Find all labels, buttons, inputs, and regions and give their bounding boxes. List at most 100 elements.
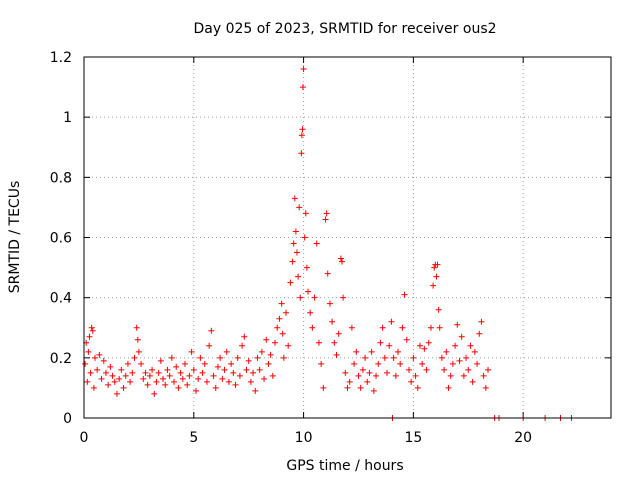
data-point <box>111 378 118 385</box>
data-point <box>298 132 305 139</box>
data-point <box>423 366 430 373</box>
data-point <box>232 381 239 388</box>
data-point <box>190 366 197 373</box>
data-point <box>245 357 252 364</box>
data-point <box>283 309 290 316</box>
data-point <box>210 372 217 379</box>
data-point <box>144 381 151 388</box>
y-tick-label: 0.4 <box>50 291 72 307</box>
data-point <box>100 357 107 364</box>
data-point <box>403 336 410 343</box>
data-point <box>135 348 142 355</box>
data-point <box>160 375 167 382</box>
data-point <box>395 348 402 355</box>
data-point <box>254 354 261 361</box>
data-point <box>225 378 232 385</box>
data-point <box>297 294 304 301</box>
data-point <box>252 387 259 394</box>
data-point <box>127 378 134 385</box>
data-point <box>421 345 428 352</box>
data-point <box>214 363 221 370</box>
tick-marks <box>83 56 611 419</box>
data-point <box>304 288 311 295</box>
data-point <box>91 354 98 361</box>
data-point <box>469 378 476 385</box>
data-point <box>182 360 189 367</box>
y-tick-label: 0.6 <box>50 231 72 247</box>
data-point <box>430 282 437 289</box>
data-point <box>471 348 478 355</box>
data-point <box>433 273 440 280</box>
data-point <box>362 354 369 361</box>
data-point <box>410 354 417 361</box>
data-point <box>405 366 412 373</box>
data-point <box>124 360 131 367</box>
data-point <box>118 366 125 373</box>
data-point <box>94 366 101 373</box>
y-tick-label: 1 <box>63 110 72 126</box>
data-point <box>309 324 316 331</box>
data-point <box>195 375 202 382</box>
data-point <box>357 384 364 391</box>
data-point <box>250 369 257 376</box>
data-point <box>460 372 467 379</box>
data-point <box>296 204 303 211</box>
data-point <box>311 294 318 301</box>
data-point <box>113 390 120 397</box>
data-point <box>315 339 322 346</box>
data-point <box>323 210 330 217</box>
data-point <box>133 324 140 331</box>
data-point <box>485 366 492 373</box>
data-point <box>408 378 415 385</box>
y-axis-label: SRMTID / TECUs <box>7 181 23 294</box>
data-point <box>285 342 292 349</box>
data-point <box>221 366 228 373</box>
data-point <box>291 195 298 202</box>
data-point <box>373 372 380 379</box>
data-point <box>431 264 438 271</box>
data-point <box>236 372 243 379</box>
data-point <box>234 354 241 361</box>
data-point <box>177 369 184 376</box>
data-point <box>292 228 299 235</box>
data-point <box>293 249 300 256</box>
data-point <box>307 309 314 316</box>
data-point <box>467 342 474 349</box>
data-point <box>427 324 434 331</box>
data-point <box>377 339 384 346</box>
data-point <box>265 360 272 367</box>
data-point <box>149 366 156 373</box>
data-point <box>157 357 164 364</box>
data-point <box>386 342 393 349</box>
data-point <box>329 318 336 325</box>
data-point <box>436 324 443 331</box>
data-point <box>86 333 93 340</box>
data-point <box>443 348 450 355</box>
data-point <box>322 216 329 223</box>
data-point <box>392 372 399 379</box>
data-point <box>401 291 408 298</box>
data-point <box>452 342 459 349</box>
data-point <box>272 339 279 346</box>
data-point <box>344 384 351 391</box>
data-point <box>388 318 395 325</box>
data-point <box>353 348 360 355</box>
data-point <box>223 348 230 355</box>
y-tick-label: 1.2 <box>50 50 72 66</box>
data-point <box>153 378 160 385</box>
data-point <box>199 369 206 376</box>
data-point <box>364 378 371 385</box>
data-point <box>201 360 208 367</box>
data-point <box>331 339 338 346</box>
data-point <box>140 375 147 382</box>
data-point <box>370 387 377 394</box>
data-point <box>278 300 285 307</box>
data-point <box>263 336 270 343</box>
data-point <box>416 342 423 349</box>
data-point <box>168 354 175 361</box>
x-tick-labels: 0 5 10 15 20 <box>80 430 533 446</box>
data-point <box>301 234 308 241</box>
data-point <box>355 372 362 379</box>
data-point <box>458 333 465 340</box>
